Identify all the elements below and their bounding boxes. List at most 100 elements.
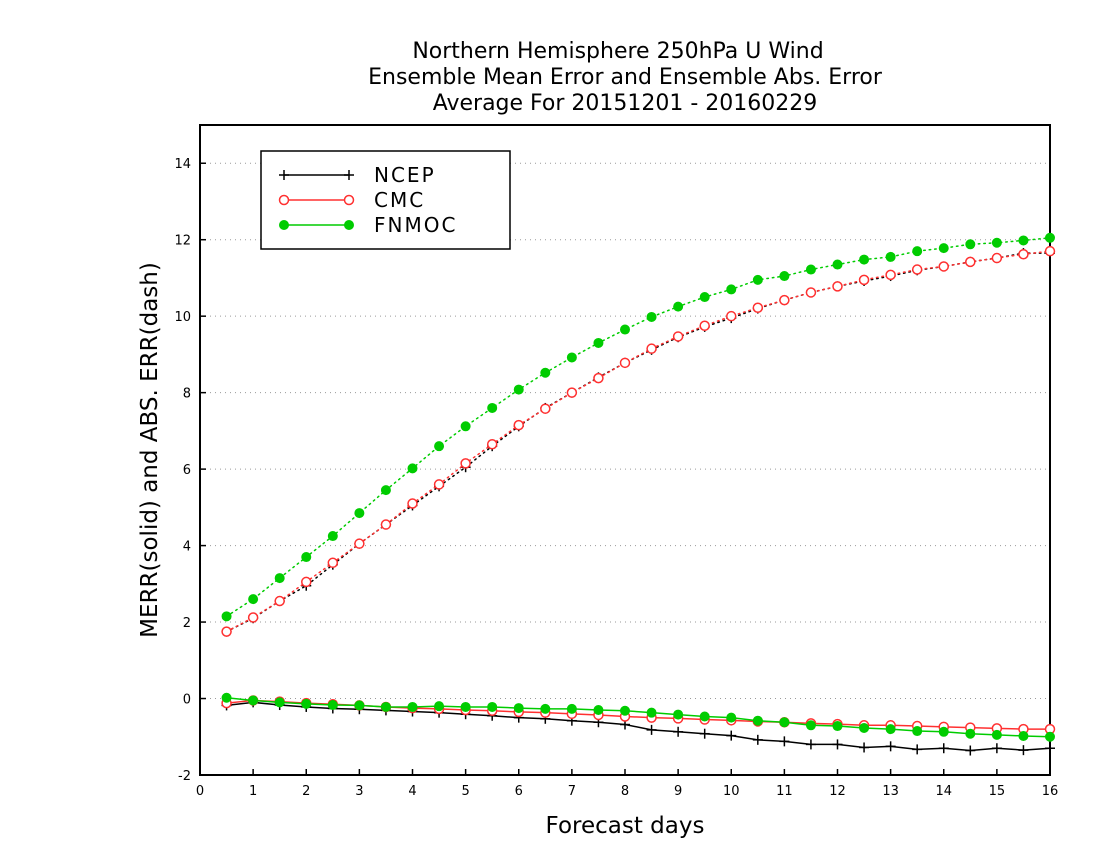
legend-marker-fnmoc bbox=[344, 220, 354, 230]
grid-lines bbox=[200, 162, 1050, 776]
legend-marker-ncep bbox=[344, 170, 354, 180]
fnmoc-mean-error-point bbox=[1045, 731, 1055, 742]
fnmoc-mean-error-point bbox=[991, 729, 1002, 740]
ncep-mean-error-point bbox=[673, 726, 684, 737]
ncep-mean-error-point bbox=[912, 744, 923, 755]
ncep-mean-error-point bbox=[646, 724, 657, 735]
cmc-abs-error-point bbox=[460, 458, 471, 469]
cmc-abs-error-point bbox=[513, 419, 524, 431]
fnmoc-abs-error-point bbox=[487, 402, 498, 413]
fnmoc-abs-error-point bbox=[805, 264, 816, 275]
cmc-abs-error-point bbox=[327, 557, 339, 569]
fnmoc-abs-error-point bbox=[859, 254, 870, 265]
x-tick-label: 10 bbox=[723, 784, 740, 799]
fnmoc-mean-error-point bbox=[407, 701, 418, 712]
fnmoc-mean-error-point bbox=[540, 703, 551, 714]
legend-label-ncep: NCEP bbox=[374, 163, 436, 187]
fnmoc-mean-error-point bbox=[434, 701, 445, 712]
y-tick-label: -2 bbox=[178, 769, 191, 784]
x-tick-label: 15 bbox=[989, 784, 1006, 799]
x-tick-label: 9 bbox=[674, 784, 682, 799]
ncep-abs-error-line bbox=[225, 252, 1051, 633]
fnmoc-mean-error-point bbox=[752, 715, 763, 726]
chart-title: Northern Hemisphere 250hPa U Wind Ensemb… bbox=[368, 39, 883, 116]
cmc-abs-error-point bbox=[301, 576, 312, 588]
series-fnmoc bbox=[221, 232, 1055, 742]
legend-marker-ncep bbox=[279, 170, 289, 180]
fnmoc-mean-error-point bbox=[380, 701, 391, 712]
x-tick-label: 5 bbox=[461, 784, 469, 799]
x-tick-label: 8 bbox=[621, 784, 629, 799]
y-tick-label: 6 bbox=[183, 463, 191, 478]
fnmoc-abs-error-point bbox=[301, 552, 312, 563]
cmc-abs-error-point bbox=[858, 274, 870, 286]
cmc-abs-error-point bbox=[486, 439, 498, 450]
cmc-abs-error-point bbox=[247, 612, 259, 623]
fnmoc-mean-error-point bbox=[513, 703, 524, 714]
fnmoc-abs-error-point bbox=[1045, 232, 1055, 243]
y-axis-label: MERR(solid) and ABS. ERR(dash) bbox=[137, 262, 163, 638]
x-tick-label: 3 bbox=[355, 784, 363, 799]
cmc-abs-error-point bbox=[274, 595, 285, 607]
cmc-abs-error-point bbox=[885, 269, 896, 281]
x-tick-label: 2 bbox=[302, 784, 310, 799]
cmc-abs-error-point bbox=[911, 264, 923, 275]
fnmoc-mean-error-point bbox=[620, 705, 630, 716]
x-tick-label: 7 bbox=[568, 784, 576, 799]
cmc-abs-error-point bbox=[965, 256, 976, 268]
y-tick-label: 4 bbox=[183, 540, 191, 555]
fnmoc-abs-error-point bbox=[566, 352, 577, 363]
y-tick-label: 8 bbox=[183, 387, 191, 402]
cmc-abs-error-point bbox=[540, 403, 551, 414]
fnmoc-mean-error-point bbox=[221, 692, 232, 703]
fnmoc-abs-error-point bbox=[407, 463, 418, 474]
ncep-mean-error-point bbox=[726, 730, 737, 741]
fnmoc-mean-error-point bbox=[832, 721, 843, 732]
ncep-mean-error-point bbox=[885, 741, 896, 752]
ncep-mean-error-point bbox=[859, 742, 870, 753]
fnmoc-abs-error-point bbox=[513, 384, 524, 395]
legend-item-cmc: CMC bbox=[278, 188, 423, 212]
legend-marker-cmc bbox=[343, 194, 355, 206]
fnmoc-abs-error-point bbox=[673, 301, 684, 312]
cmc-abs-error-point bbox=[805, 287, 817, 298]
legend-item-fnmoc: FNMOC bbox=[279, 213, 455, 237]
fnmoc-mean-error-point bbox=[885, 724, 896, 735]
fnmoc-mean-error-point bbox=[248, 695, 259, 706]
ncep-mean-error-point bbox=[991, 743, 1002, 754]
cmc-abs-error-point bbox=[380, 519, 392, 530]
fnmoc-abs-error-point bbox=[699, 292, 710, 303]
ncep-mean-error-point bbox=[699, 728, 710, 739]
fnmoc-abs-error-point bbox=[832, 259, 843, 270]
fnmoc-mean-error-point bbox=[912, 726, 923, 737]
fnmoc-mean-error-point bbox=[1018, 731, 1029, 741]
ncep-mean-error-point bbox=[779, 736, 790, 747]
cmc-abs-error-point bbox=[832, 281, 843, 292]
ncep-mean-error-point bbox=[805, 739, 816, 750]
fnmoc-abs-error-point bbox=[752, 274, 763, 285]
fnmoc-abs-error-point bbox=[912, 246, 923, 257]
legend-item-ncep: NCEP bbox=[279, 163, 436, 187]
cmc-abs-error-point bbox=[779, 294, 790, 306]
fnmoc-abs-error-point bbox=[885, 251, 896, 262]
fnmoc-mean-error-point bbox=[354, 700, 365, 711]
fnmoc-abs-error-point bbox=[274, 573, 285, 584]
fnmoc-abs-error-point bbox=[726, 284, 737, 295]
cmc-abs-error-point bbox=[593, 372, 604, 384]
fnmoc-abs-error-point bbox=[354, 508, 365, 519]
title-line-3: Average For 20151201 - 20160229 bbox=[433, 91, 818, 116]
fnmoc-mean-error-point bbox=[301, 698, 312, 709]
y-tick-label: 14 bbox=[174, 157, 191, 172]
fnmoc-abs-error-point bbox=[540, 367, 551, 378]
fnmoc-mean-error-point bbox=[593, 705, 604, 715]
cmc-abs-error-point bbox=[1018, 248, 1029, 260]
y-axis: -2 0 2 4 6 8 10 12 14 bbox=[174, 157, 206, 784]
cmc-abs-error-point bbox=[619, 357, 631, 369]
fnmoc-mean-error-point bbox=[779, 717, 790, 728]
x-tick-label: 0 bbox=[196, 784, 204, 799]
fnmoc-mean-error-point bbox=[460, 701, 471, 712]
fnmoc-abs-error-point bbox=[1018, 235, 1029, 246]
cmc-abs-error-point bbox=[1044, 245, 1056, 257]
